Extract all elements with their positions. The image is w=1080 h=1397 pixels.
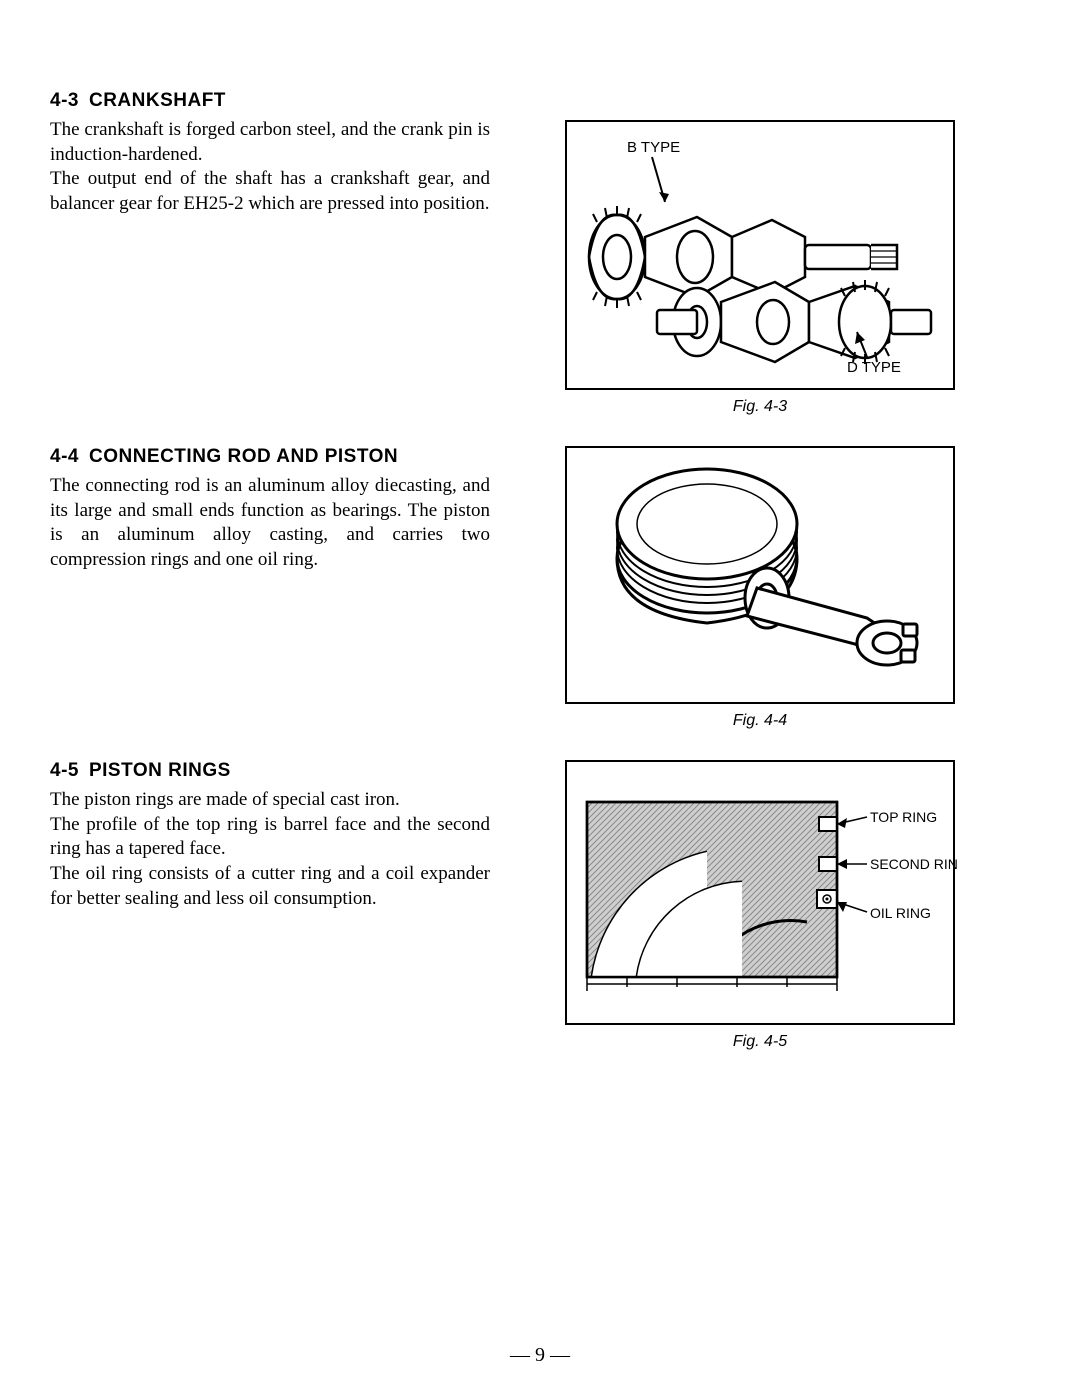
figure-4-4-column: Fig. 4-4	[500, 446, 1020, 730]
label-oil-ring: OIL RING	[870, 905, 931, 921]
crankshaft-d-type	[657, 280, 931, 364]
page: 4-3 CRANKSHAFT The crankshaft is forged c…	[0, 0, 1080, 1397]
figure-4-3-caption: Fig. 4-3	[733, 398, 787, 416]
heading-4-5-title: PISTON RINGS	[89, 760, 231, 781]
figure-4-3-svg: B TYPE	[567, 122, 957, 392]
figure-4-4-svg	[567, 448, 957, 706]
label-b-type: B TYPE	[627, 139, 680, 156]
label-d-type: D TYPE	[847, 359, 901, 376]
figure-4-5-svg: TOP RING SECOND RING OIL RING	[567, 762, 957, 1027]
label-top-ring: TOP RING	[870, 809, 937, 825]
heading-4-4-number: 4-4	[50, 446, 79, 467]
figure-4-5-caption: Fig. 4-5	[733, 1033, 787, 1051]
body-4-3: The crankshaft is forged carbon steel, a…	[50, 118, 490, 217]
section-4-3-text: 4-3 CRANKSHAFT The crankshaft is forged c…	[50, 90, 490, 217]
heading-4-3-number: 4-3	[50, 90, 79, 111]
ring-labels: TOP RING SECOND RING OIL RING	[837, 809, 957, 921]
label-second-ring: SECOND RING	[870, 856, 957, 872]
heading-4-4: 4-4 CONNECTING ROD AND PISTON	[50, 446, 490, 468]
heading-4-3: 4-3 CRANKSHAFT	[50, 90, 490, 112]
heading-4-4-title: CONNECTING ROD AND PISTON	[89, 446, 398, 467]
page-number: — 9 —	[0, 1344, 1080, 1367]
figure-4-4-caption: Fig. 4-4	[733, 712, 787, 730]
heading-4-5: 4-5 PISTON RINGS	[50, 760, 490, 782]
piston-assembly	[617, 469, 917, 665]
cylinder-cross-section	[587, 802, 837, 991]
heading-4-5-number: 4-5	[50, 760, 79, 781]
section-4-4: 4-4 CONNECTING ROD AND PISTON The connect…	[50, 446, 1020, 730]
figure-4-3-frame: B TYPE	[565, 120, 955, 390]
figure-4-3-column: B TYPE	[500, 90, 1020, 416]
figure-4-5-column: TOP RING SECOND RING OIL RING Fig. 4-5	[500, 760, 1020, 1051]
figure-4-4-frame	[565, 446, 955, 704]
section-4-4-text: 4-4 CONNECTING ROD AND PISTON The connect…	[50, 446, 490, 573]
heading-4-3-title: CRANKSHAFT	[89, 90, 226, 111]
figure-4-5-frame: TOP RING SECOND RING OIL RING	[565, 760, 955, 1025]
section-4-5-text: 4-5 PISTON RINGS The piston rings are mad…	[50, 760, 490, 911]
body-4-4: The connecting rod is an aluminum alloy …	[50, 474, 490, 573]
body-4-5: The piston rings are made of special cas…	[50, 788, 490, 911]
section-4-3: 4-3 CRANKSHAFT The crankshaft is forged c…	[50, 90, 1020, 416]
section-4-5: 4-5 PISTON RINGS The piston rings are mad…	[50, 760, 1020, 1051]
